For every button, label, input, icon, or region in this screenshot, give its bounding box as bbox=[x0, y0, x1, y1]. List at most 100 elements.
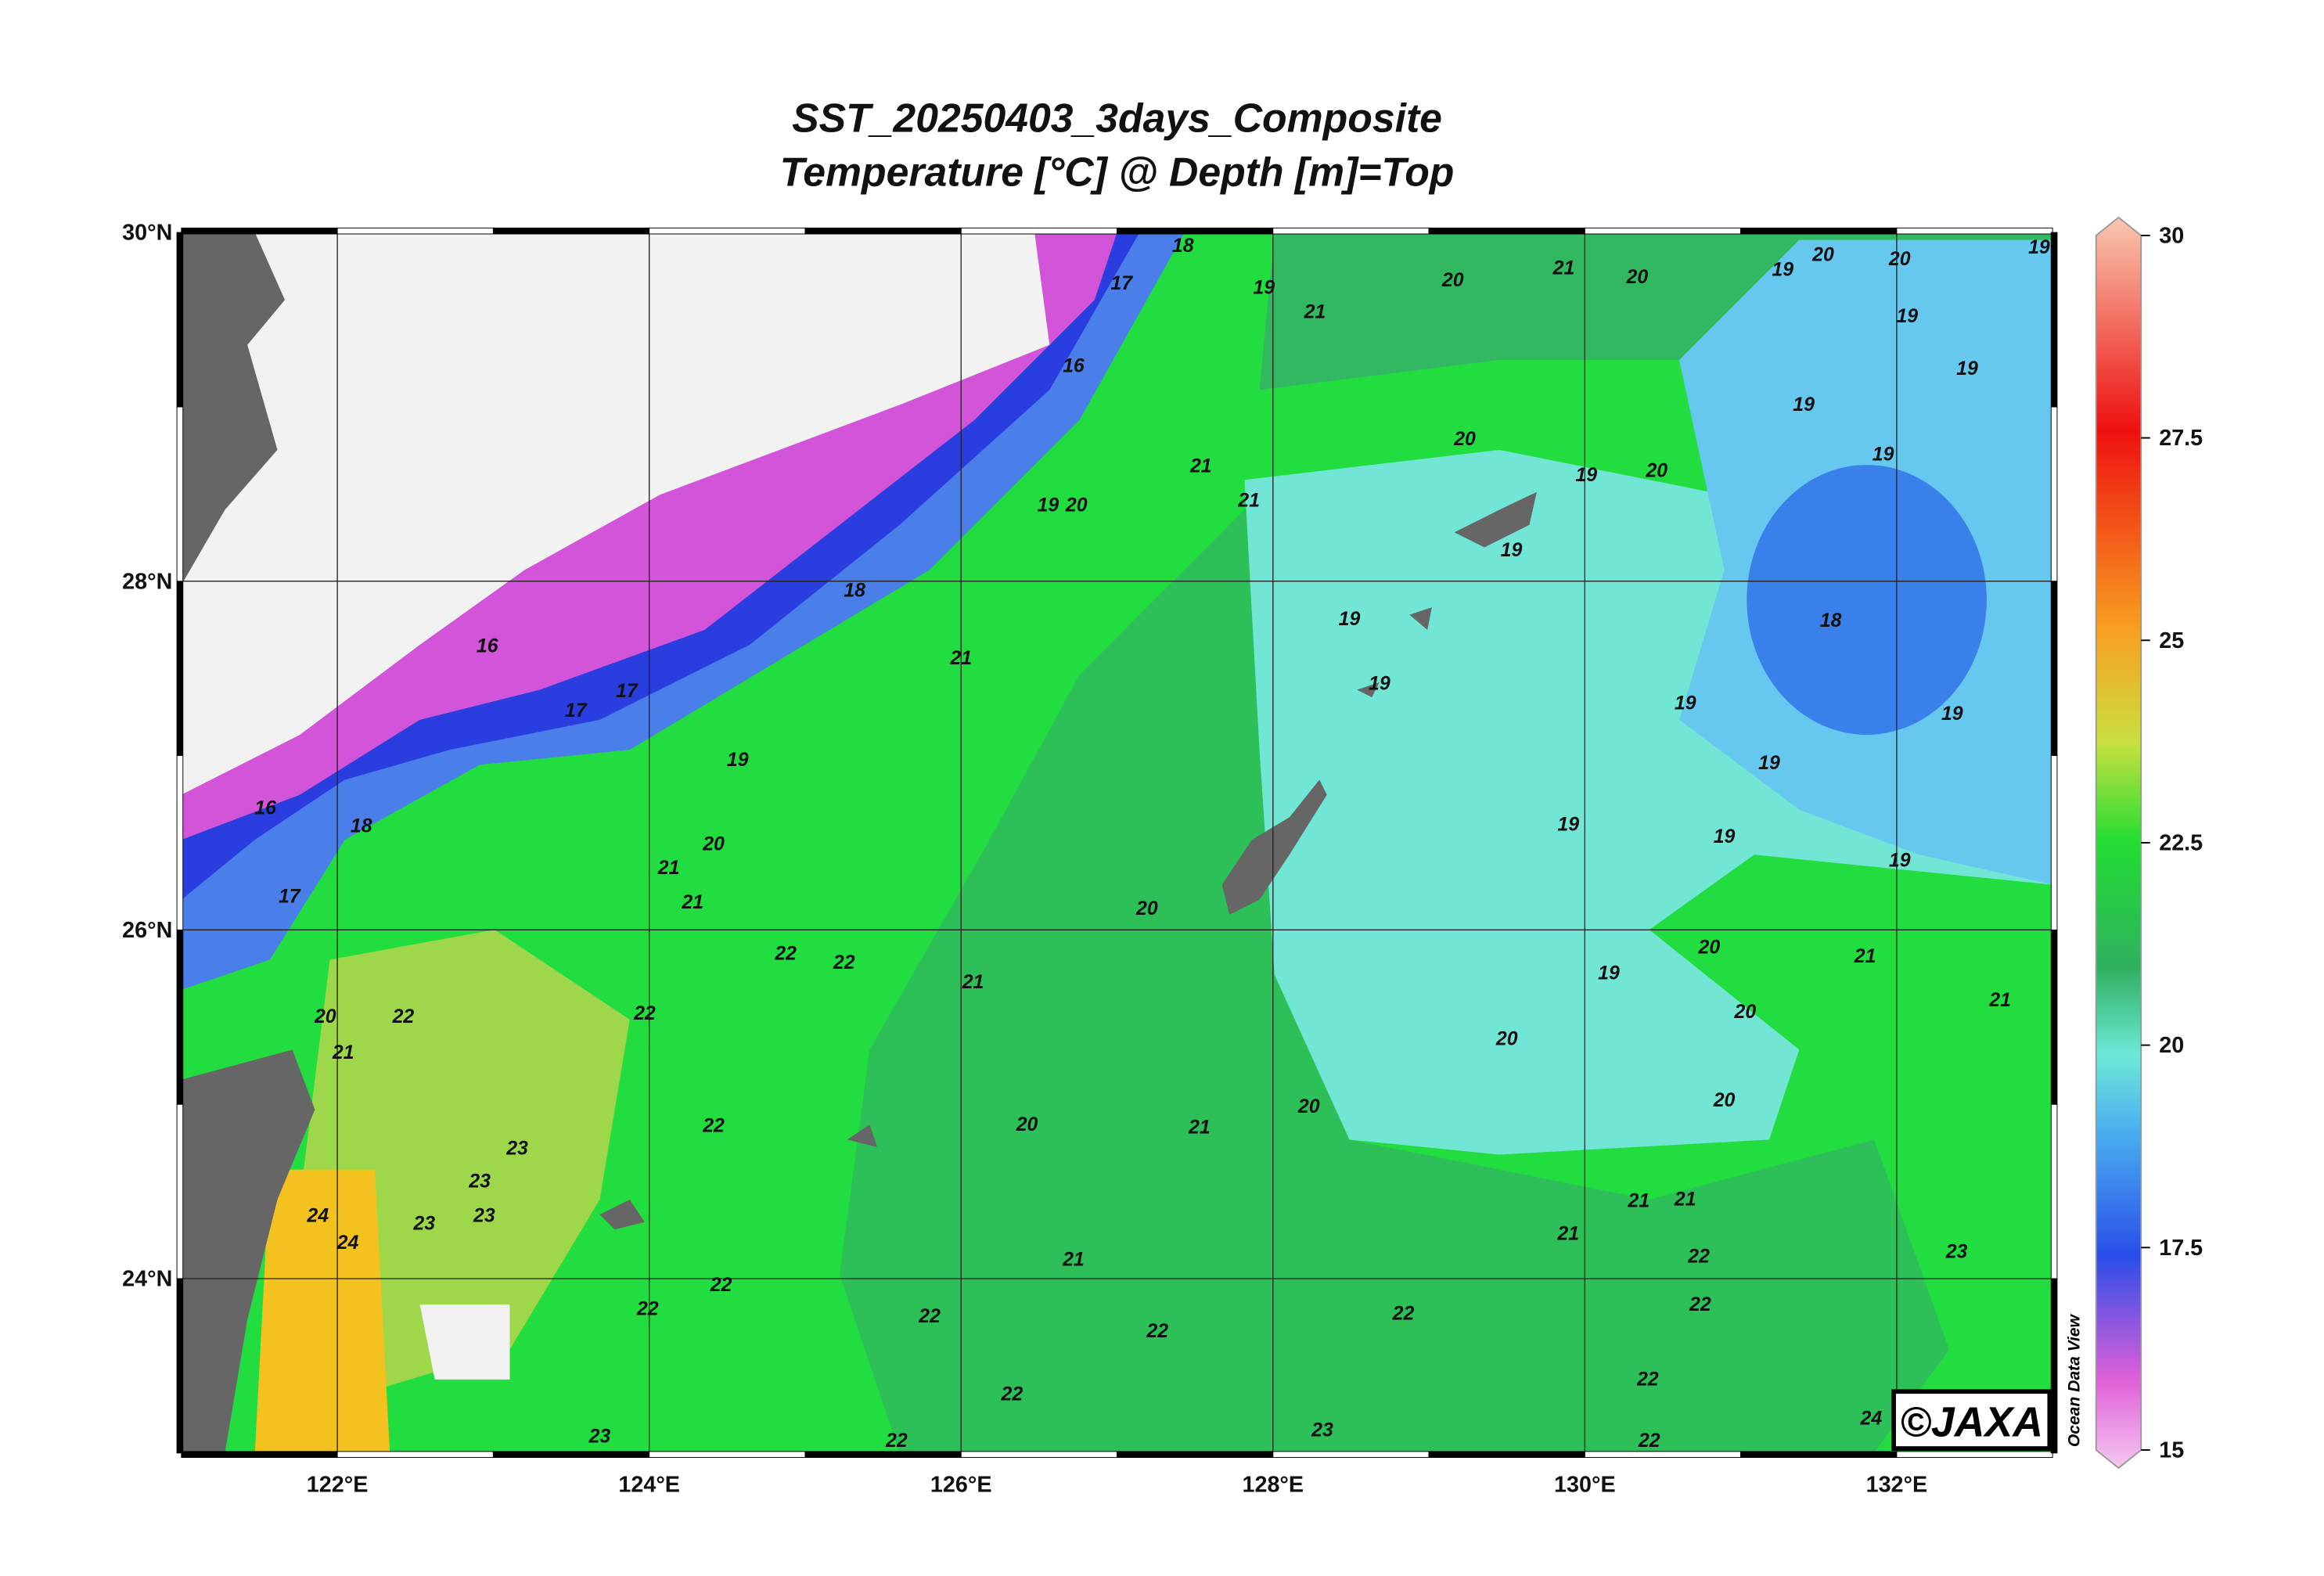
contour-label: 22 bbox=[702, 1115, 725, 1137]
contour-label: 23 bbox=[1311, 1419, 1333, 1441]
frame-segment bbox=[1584, 1451, 1742, 1459]
contour-label: 21 bbox=[1627, 1190, 1649, 1212]
contour-label: 19 bbox=[1038, 494, 1059, 516]
cloud-mask bbox=[419, 1304, 510, 1380]
contour-label: 22 bbox=[633, 1002, 656, 1024]
contour-label: 19 bbox=[727, 749, 749, 771]
frame-segment bbox=[1428, 227, 1585, 235]
contour-label: 20 bbox=[702, 833, 725, 855]
frame-segment bbox=[2050, 755, 2058, 930]
frame-segment bbox=[2050, 929, 2058, 1105]
frame-segment bbox=[176, 755, 184, 930]
contour-label: 16 bbox=[1063, 354, 1085, 376]
contour-label: 19 bbox=[1889, 850, 1911, 872]
frame-segment bbox=[492, 227, 650, 235]
contour-label: 20 bbox=[1888, 248, 1911, 270]
colorbar-tick-label: 27.5 bbox=[2159, 426, 2203, 451]
contour-label: 22 bbox=[1689, 1294, 1711, 1315]
contour-label: 21 bbox=[657, 857, 680, 879]
frame-segment bbox=[1117, 227, 1274, 235]
frame-segment bbox=[960, 1451, 1117, 1459]
x-tick-label: 128°E bbox=[1242, 1473, 1304, 1498]
credit: ©JAXA bbox=[1900, 1399, 2043, 1446]
contour-label: 20 bbox=[1698, 937, 1721, 959]
contour-label: 24 bbox=[1859, 1407, 1882, 1429]
frame-segment bbox=[181, 227, 338, 235]
contour-label: 23 bbox=[588, 1425, 611, 1447]
frame-segment bbox=[960, 227, 1117, 235]
colorbar-tick-label: 20 bbox=[2159, 1033, 2184, 1058]
x-tick-label: 124°E bbox=[618, 1473, 680, 1498]
frame-segment bbox=[1896, 227, 2053, 235]
colorbar-tick-label: 25 bbox=[2159, 628, 2184, 653]
region bbox=[1747, 465, 1987, 735]
contour-label: 22 bbox=[918, 1305, 941, 1327]
frame-segment bbox=[2050, 581, 2058, 757]
colorbar-tick-label: 17.5 bbox=[2159, 1236, 2203, 1261]
colorbar bbox=[2095, 216, 2142, 1470]
region bbox=[254, 1169, 390, 1453]
frame-segment bbox=[2050, 1103, 2058, 1279]
contour-label: 22 bbox=[392, 1006, 415, 1027]
frame-segment bbox=[2050, 232, 2058, 408]
contour-label: 19 bbox=[1575, 464, 1597, 486]
contour-label: 18 bbox=[1172, 235, 1194, 257]
land bbox=[1454, 491, 1538, 548]
frame-segment bbox=[1428, 1451, 1585, 1459]
contour-label: 21 bbox=[1854, 945, 1876, 967]
credit-box bbox=[1891, 1389, 2052, 1451]
frame-segment bbox=[176, 232, 184, 408]
y-tick-label: 30°N bbox=[122, 221, 172, 246]
frame-segment bbox=[649, 1451, 806, 1459]
title: SST_20250403_3days_Composite bbox=[792, 95, 1442, 141]
contour-label: 20 bbox=[1734, 1001, 1757, 1023]
contour-label: 19 bbox=[1339, 608, 1361, 630]
region bbox=[840, 495, 1949, 1453]
contour-label: 22 bbox=[1392, 1302, 1415, 1324]
contour-label: 19 bbox=[1896, 305, 1918, 327]
contour-label: 19 bbox=[1714, 826, 1736, 847]
contour-label: 22 bbox=[1636, 1369, 1659, 1391]
contour-label: 22 bbox=[1638, 1430, 1660, 1452]
contour-label: 20 bbox=[1297, 1096, 1320, 1117]
frame-segment bbox=[1117, 1451, 1274, 1459]
contour-label: 16 bbox=[254, 797, 276, 819]
frame-segment bbox=[2050, 406, 2058, 582]
contour-label: 22 bbox=[833, 952, 855, 973]
frame-segment bbox=[176, 929, 184, 1105]
contour-label: 20 bbox=[1065, 494, 1088, 516]
contour-label: 21 bbox=[1237, 490, 1260, 512]
y-tick-label: 28°N bbox=[122, 569, 172, 594]
frame-segment bbox=[176, 1278, 184, 1454]
x-tick-label: 122°E bbox=[307, 1473, 369, 1498]
graticule bbox=[176, 227, 2058, 1459]
contour-label: 21 bbox=[1988, 989, 2011, 1011]
contour-label: 19 bbox=[1772, 259, 1793, 281]
contour-label: 23 bbox=[1945, 1241, 1968, 1263]
frame-segment bbox=[181, 1451, 338, 1459]
contour-label: 21 bbox=[962, 971, 984, 993]
contour-label: 22 bbox=[1687, 1245, 1710, 1267]
contour-label: 19 bbox=[1598, 962, 1620, 984]
contour-label: 19 bbox=[1675, 692, 1696, 714]
x-tick-label: 126°E bbox=[930, 1473, 992, 1498]
frame-segment bbox=[2050, 1278, 2058, 1454]
contour-label: 16 bbox=[477, 635, 498, 657]
contour-label: 18 bbox=[1820, 610, 1842, 631]
contour-label: 18 bbox=[351, 815, 372, 837]
frame-segment bbox=[176, 581, 184, 757]
sst-field bbox=[181, 232, 2053, 1453]
contour-label: 21 bbox=[1188, 1117, 1211, 1139]
contour-label: 20 bbox=[1626, 266, 1649, 288]
land bbox=[847, 1124, 877, 1147]
contour-label: 17 bbox=[279, 886, 301, 908]
land bbox=[599, 1199, 645, 1230]
contour-label: 20 bbox=[1645, 459, 1667, 481]
frame-segment bbox=[336, 227, 494, 235]
contour-label: 21 bbox=[1062, 1248, 1085, 1270]
frame-segment bbox=[1896, 1451, 2053, 1459]
software-label: Ocean Data View bbox=[2066, 1314, 2084, 1448]
contour-label: 19 bbox=[1758, 752, 1780, 774]
